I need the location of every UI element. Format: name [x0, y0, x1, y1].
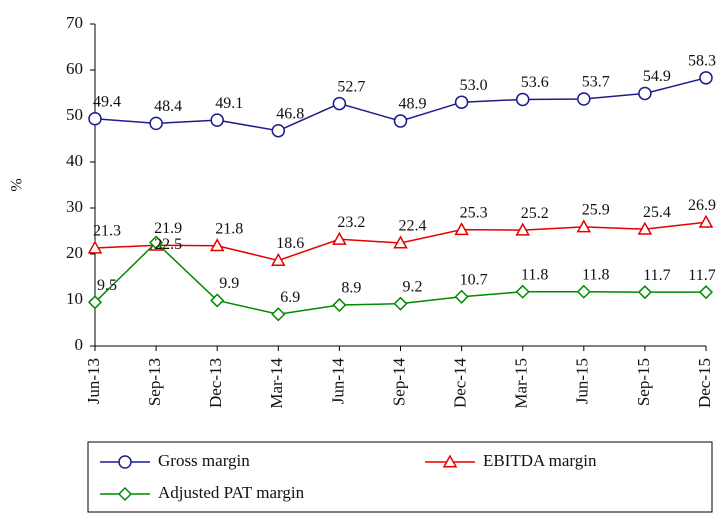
data-label: 9.2 [403, 278, 423, 295]
marker [87, 295, 103, 310]
x-tick-label: Sep-14 [389, 358, 408, 407]
data-label: 11.8 [582, 266, 609, 283]
legend-marker [118, 455, 132, 469]
x-tick-label: Jun-15 [573, 358, 592, 404]
data-label: 25.3 [460, 204, 488, 221]
legend-label: Gross margin [158, 451, 250, 470]
y-tick-label: 40 [66, 151, 83, 170]
y-tick-label: 70 [66, 13, 83, 32]
x-tick-label: Dec-14 [451, 358, 470, 409]
data-label: 9.9 [219, 275, 239, 292]
marker [271, 252, 286, 266]
data-label: 8.9 [341, 280, 361, 297]
y-tick-label: 0 [75, 335, 84, 354]
marker [209, 238, 225, 252]
marker [576, 219, 592, 233]
marker [149, 235, 164, 250]
data-label: 21.8 [215, 220, 243, 237]
marker [271, 123, 286, 138]
data-label: 21.3 [93, 223, 121, 240]
data-label: 25.2 [521, 205, 549, 222]
data-label: 23.2 [337, 214, 365, 231]
data-label: 10.7 [460, 271, 488, 288]
marker [87, 240, 103, 254]
marker [393, 296, 408, 311]
marker [638, 86, 652, 101]
data-label: 11.7 [688, 267, 715, 284]
data-label: 49.4 [93, 93, 121, 110]
marker [698, 214, 714, 228]
marker [332, 96, 347, 111]
marker [271, 307, 286, 322]
x-tick-label: Sep-13 [145, 358, 164, 406]
marker [332, 297, 347, 313]
marker [454, 289, 469, 304]
data-label: 22.5 [154, 236, 182, 253]
marker [637, 221, 653, 235]
y-tick-label: 10 [66, 289, 83, 308]
marker [577, 92, 591, 106]
x-tick-label: Jun-14 [328, 358, 347, 405]
marker [454, 95, 469, 109]
marker [332, 231, 347, 245]
data-label: 18.6 [276, 235, 304, 252]
y-tick-label: 20 [66, 243, 83, 262]
x-tick-label: Jun-13 [84, 358, 103, 404]
marker [210, 293, 225, 308]
data-label: 11.7 [643, 267, 670, 284]
marker [393, 235, 408, 249]
marker [637, 285, 652, 300]
marker [210, 113, 224, 127]
marker [88, 112, 102, 126]
data-label: 52.7 [337, 78, 365, 95]
marker [149, 116, 163, 131]
data-label: 53.7 [582, 74, 610, 91]
data-label: 54.9 [643, 68, 671, 85]
x-tick-label: Mar-15 [512, 358, 531, 409]
data-label: 48.4 [154, 98, 182, 115]
marker [515, 284, 530, 299]
data-label: 25.4 [643, 204, 671, 221]
y-tick-label: 60 [66, 59, 83, 78]
data-label: 9.5 [97, 277, 117, 294]
y-axis-label: % [9, 178, 26, 191]
data-label: 22.4 [399, 218, 427, 235]
data-label: 21.9 [154, 220, 182, 237]
legend-box [87, 441, 713, 513]
legend-label: Adjusted PAT margin [158, 483, 305, 502]
data-label: 25.9 [582, 202, 610, 219]
marker [454, 222, 469, 236]
legend-marker [442, 454, 458, 468]
data-label: 6.9 [280, 289, 300, 306]
y-tick-label: 50 [66, 105, 83, 124]
marker [576, 284, 591, 299]
data-label: 53.6 [521, 74, 549, 91]
data-label: 26.9 [688, 197, 716, 214]
data-label: 53.0 [460, 77, 488, 94]
data-label: 46.8 [276, 105, 304, 122]
legend-label: EBITDA margin [483, 451, 597, 470]
data-label: 11.8 [521, 266, 548, 283]
x-tick-label: Sep-15 [634, 358, 653, 406]
x-tick-label: Dec-15 [695, 358, 714, 408]
data-label: 58.3 [688, 52, 716, 69]
marker [515, 92, 530, 107]
x-tick-label: Dec-13 [206, 358, 225, 408]
marker [698, 285, 714, 300]
data-label: 48.9 [399, 96, 427, 113]
data-label: 49.1 [215, 95, 243, 112]
x-tick-label: Mar-14 [267, 358, 286, 409]
marker [393, 114, 408, 128]
marker [699, 71, 713, 85]
y-tick-label: 30 [66, 197, 83, 216]
marker [515, 222, 530, 236]
legend-marker [117, 486, 133, 502]
